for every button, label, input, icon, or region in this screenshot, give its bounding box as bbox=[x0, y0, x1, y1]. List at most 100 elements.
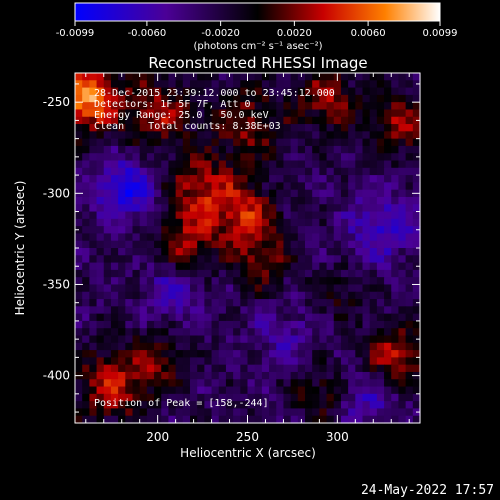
heatmap-cell bbox=[125, 94, 134, 103]
heatmap-cell bbox=[211, 204, 220, 213]
heatmap-cell bbox=[103, 218, 112, 227]
heatmap-cell bbox=[225, 80, 234, 89]
heatmap-cell bbox=[261, 342, 270, 351]
heatmap-cell bbox=[190, 277, 198, 286]
heatmap-cell bbox=[398, 167, 407, 176]
heatmap-cell bbox=[103, 269, 112, 278]
heatmap-cell bbox=[283, 211, 292, 220]
heatmap-cell bbox=[161, 342, 170, 351]
heatmap-cell bbox=[146, 269, 155, 278]
heatmap-cell bbox=[326, 218, 335, 227]
heatmap-cell bbox=[204, 145, 213, 154]
heatmap-cell bbox=[182, 233, 191, 242]
heatmap-cell bbox=[391, 379, 400, 388]
heatmap-cell bbox=[312, 182, 320, 191]
heatmap-cell bbox=[190, 204, 198, 213]
heatmap-cell bbox=[319, 371, 328, 380]
heatmap-cell bbox=[139, 73, 148, 81]
heatmap-cell bbox=[398, 153, 407, 162]
heatmap-cell bbox=[225, 240, 234, 249]
heatmap-cell bbox=[182, 131, 191, 140]
heatmap-cell bbox=[269, 196, 277, 205]
heatmap-cell bbox=[412, 102, 421, 111]
heatmap-cell bbox=[247, 357, 256, 366]
heatmap-cell bbox=[125, 393, 134, 402]
heatmap-cell bbox=[175, 371, 184, 380]
heatmap-cell bbox=[283, 196, 292, 205]
heatmap-cell bbox=[369, 269, 378, 278]
heatmap-cell bbox=[261, 306, 270, 315]
heatmap-cell bbox=[82, 124, 90, 132]
heatmap-cell bbox=[211, 211, 220, 220]
heatmap-cell bbox=[233, 175, 241, 183]
heatmap-cell bbox=[333, 371, 342, 380]
heatmap-cell bbox=[276, 408, 285, 417]
heatmap-cell bbox=[348, 415, 356, 424]
heatmap-cell bbox=[398, 262, 407, 271]
heatmap-cell bbox=[233, 350, 241, 358]
heatmap-cell bbox=[369, 94, 378, 103]
heatmap-cell bbox=[348, 182, 356, 191]
heatmap-cell bbox=[412, 73, 421, 81]
heatmap-cell bbox=[269, 401, 277, 410]
heatmap-cell bbox=[225, 393, 234, 402]
heatmap-cell bbox=[405, 342, 414, 351]
heatmap-cell bbox=[290, 94, 299, 103]
heatmap-cell bbox=[261, 284, 270, 293]
heatmap-cell bbox=[376, 350, 385, 358]
heatmap-cell bbox=[269, 350, 277, 358]
heatmap-cell bbox=[348, 320, 356, 329]
heatmap-cell bbox=[132, 313, 141, 322]
heatmap-cell bbox=[384, 306, 392, 315]
heatmap-cell bbox=[168, 313, 177, 322]
heatmap-cell bbox=[326, 182, 335, 191]
heatmap-cell bbox=[204, 277, 213, 286]
heatmap-cell bbox=[297, 204, 306, 213]
heatmap-cell bbox=[319, 342, 328, 351]
heatmap-cell bbox=[161, 364, 170, 373]
heatmap-cell bbox=[225, 182, 234, 191]
heatmap-cell bbox=[412, 218, 421, 227]
heatmap-cell bbox=[340, 138, 349, 147]
heatmap-cell bbox=[197, 240, 205, 249]
heatmap-cell bbox=[132, 116, 141, 125]
heatmap-cell bbox=[125, 116, 134, 125]
heatmap-cell bbox=[82, 211, 90, 220]
heatmap-cell bbox=[190, 102, 198, 111]
heatmap-cell bbox=[391, 299, 400, 307]
heatmap-cell bbox=[369, 102, 378, 111]
heatmap-cell bbox=[340, 218, 349, 227]
heatmap-cell bbox=[247, 153, 256, 162]
heatmap-cell bbox=[240, 364, 249, 373]
heatmap-cell bbox=[362, 262, 371, 271]
heatmap-cell bbox=[319, 211, 328, 220]
heatmap-cell bbox=[103, 131, 112, 140]
heatmap-cell bbox=[340, 109, 349, 118]
heatmap-cell bbox=[211, 255, 220, 264]
heatmap-cell bbox=[391, 408, 400, 417]
heatmap-cell bbox=[326, 73, 335, 81]
heatmap-cell bbox=[118, 218, 126, 227]
heatmap-cell bbox=[283, 306, 292, 315]
heatmap-cell bbox=[211, 386, 220, 395]
heatmap-cell bbox=[254, 269, 263, 278]
info-detectors: Detectors: 1F 5F 7F, Att 0 bbox=[94, 99, 251, 110]
heatmap-cell bbox=[391, 364, 400, 373]
heatmap-cell bbox=[412, 138, 421, 147]
heatmap-cell bbox=[261, 175, 270, 183]
heatmap-cell bbox=[154, 371, 162, 380]
heatmap-cell bbox=[197, 342, 205, 351]
heatmap-cell bbox=[384, 153, 392, 162]
heatmap-cell bbox=[283, 393, 292, 402]
heatmap-cell bbox=[384, 204, 392, 213]
heatmap-cell bbox=[154, 218, 162, 227]
heatmap-cell bbox=[240, 80, 249, 89]
heatmap-cell bbox=[333, 138, 342, 147]
heatmap-cell bbox=[118, 175, 126, 183]
heatmap-cell bbox=[412, 211, 421, 220]
heatmap-cell bbox=[82, 196, 90, 205]
heatmap-cell bbox=[305, 226, 313, 235]
heatmap-cell bbox=[305, 335, 313, 344]
heatmap-cell bbox=[405, 320, 414, 329]
heatmap-cell bbox=[240, 269, 249, 278]
